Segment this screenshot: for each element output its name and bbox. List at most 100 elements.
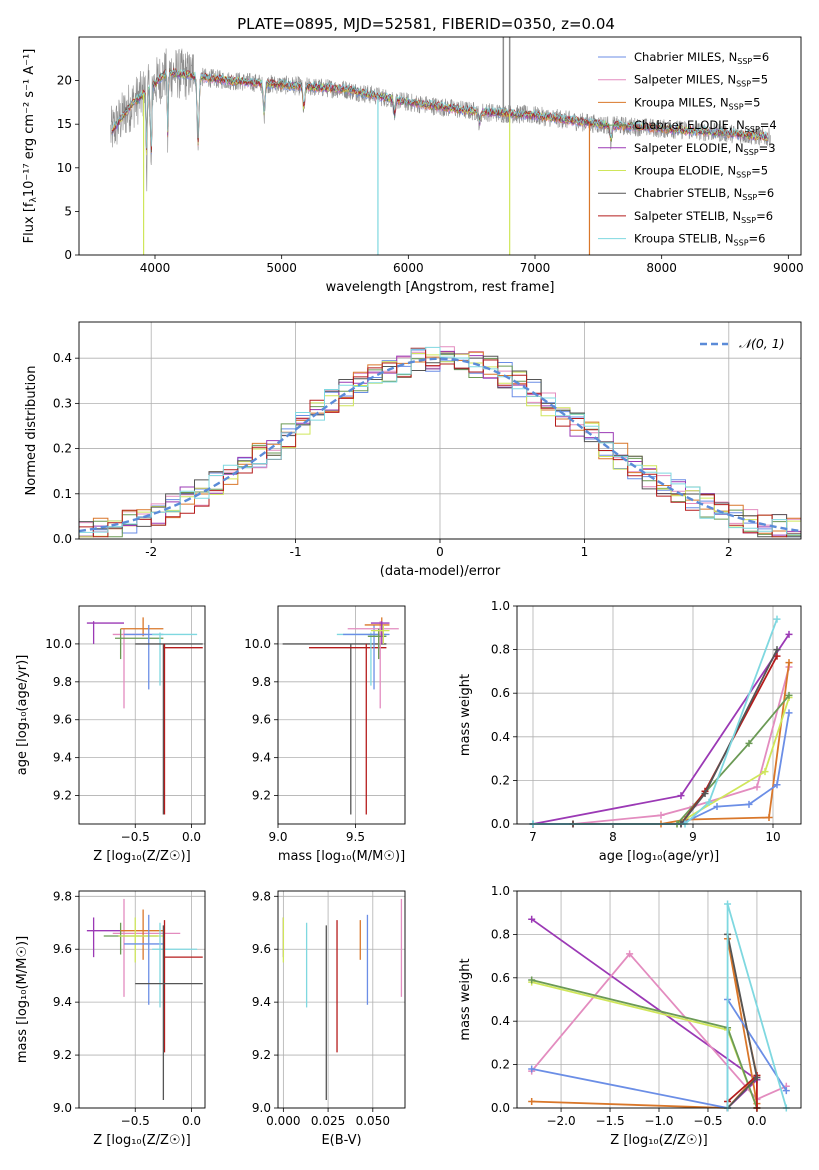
y-tick-label: 5 [64, 204, 72, 218]
y-tick-label: 9.0 [252, 1101, 271, 1115]
hist-frame [78, 321, 802, 540]
series-marker [724, 900, 732, 908]
series-marker [745, 739, 753, 747]
spectrum-ylabel: Flux [fλ10⁻¹⁷ erg cm⁻² s⁻¹ A⁻¹] [22, 49, 39, 244]
series-marker [713, 803, 721, 811]
massweight_vs_Z-ylabel: mass weight [458, 958, 473, 1040]
series-marker [626, 950, 634, 958]
hist-ylabel: Normed distribution [24, 366, 39, 496]
series-marker [528, 915, 536, 923]
series-marker [765, 813, 773, 821]
series-marker [773, 781, 781, 789]
legend-label: Chabrier STELIB, NSSP=6 [634, 186, 774, 202]
x-tick-label: 10 [765, 830, 780, 844]
y-tick-label: 0.0 [491, 1101, 510, 1115]
mass_vs_Z-xlabel: Z [log₁₀(Z/Z☉)] [93, 1133, 190, 1148]
series-marker [773, 646, 781, 654]
age_vs_Z-ylabel: age [log₁₀(age/yr)] [15, 655, 30, 776]
legend-label: Chabrier MILES, NSSP=6 [634, 50, 769, 66]
series-marker [745, 800, 753, 808]
x-tick-label: 8 [609, 830, 617, 844]
y-tick-label: 9.8 [252, 889, 271, 903]
series-marker [785, 630, 793, 638]
age_vs_Z-xlabel: Z [log₁₀(Z/Z☉)] [93, 849, 190, 864]
y-tick-label: 20 [57, 74, 72, 88]
age_vs_mass-frame [277, 605, 406, 825]
series-marker [761, 768, 769, 776]
mass_vs_ebv-points [282, 898, 403, 1101]
spectrum-xlabel: wavelength [Angstrom, rest frame] [326, 280, 555, 295]
spectrum-legend: Chabrier MILES, NSSP=6 Salpeter MILES, NS… [598, 50, 777, 248]
x-tick-label: 0.000 [266, 1114, 300, 1128]
y-tick-label: 9.8 [53, 889, 72, 903]
y-tick-label: 9.4 [53, 751, 72, 765]
x-tick-label: −1.0 [644, 1114, 673, 1128]
massweight_vs_Z-xlabel: Z [log₁₀(Z/Z☉)] [610, 1133, 707, 1148]
y-tick-label: 0.1 [53, 487, 72, 501]
x-tick-label: 0 [436, 545, 444, 559]
legend-label: Salpeter MILES, NSSP=5 [634, 73, 768, 89]
y-tick-label: 9.4 [252, 995, 271, 1009]
x-tick-label: −1.5 [595, 1114, 624, 1128]
mass_vs_ebv-xlabel: E(B-V) [321, 1133, 361, 1148]
y-tick-label: 1.0 [491, 599, 510, 613]
y-tick-label: 0.4 [491, 730, 510, 744]
x-tick-label: 0.050 [356, 1114, 390, 1128]
y-tick-label: 10 [57, 161, 72, 175]
series-marker [701, 789, 709, 797]
y-tick-label: 0.4 [491, 1014, 510, 1028]
x-tick-label: 9.0 [268, 830, 287, 844]
hist-step-salpeter-stelib [79, 347, 801, 538]
age_vs_mass-points [282, 617, 399, 815]
y-tick-label: 0.0 [491, 817, 510, 831]
x-tick-label: 6000 [393, 261, 424, 275]
massweight_vs_Z-series [528, 900, 790, 1112]
series-marker [773, 615, 781, 623]
figure-title: PLATE=0895, MJD=52581, FIBERID=0350, z=0… [237, 15, 615, 33]
x-tick-label: 7000 [520, 261, 551, 275]
legend-label: Salpeter ELODIE, NSSP=3 [634, 141, 776, 157]
y-tick-label: 9.8 [53, 675, 72, 689]
massweight_vs_age-xlabel: age [log₁₀(age/yr)] [599, 849, 720, 864]
hist-step-chabrier-miles [79, 349, 801, 538]
y-tick-label: 0.2 [491, 773, 510, 787]
legend-label: 𝒩(0, 1) [739, 336, 785, 351]
mass_vs_Z-ylabel: mass [log₁₀(M/M☉)] [15, 936, 30, 1063]
series-marker [753, 783, 761, 791]
y-tick-label: 0.2 [53, 442, 72, 456]
y-tick-label: 10.0 [244, 637, 271, 651]
x-tick-label: −0.5 [121, 830, 150, 844]
x-tick-label: −0.5 [693, 1114, 722, 1128]
y-tick-label: 9.4 [53, 995, 72, 1009]
y-tick-label: 0.3 [53, 396, 72, 410]
hist-step-chabrier-stelib [79, 352, 801, 538]
age_vs_Z-frame [78, 605, 206, 825]
y-tick-label: 9.4 [252, 751, 271, 765]
series-marker [528, 1097, 536, 1105]
x-tick-label: 0.0 [182, 1114, 201, 1128]
x-tick-label: 0.0 [747, 1114, 766, 1128]
x-tick-label: −0.5 [121, 1114, 150, 1128]
x-tick-label: 9 [689, 830, 697, 844]
y-tick-label: 0.2 [491, 1058, 510, 1072]
massweight_vs_age-frame [516, 605, 802, 825]
normal-curve [79, 357, 801, 533]
series-marker [753, 1074, 761, 1082]
mass_vs_ebv-axes: 0.000 0.025 0.050 9.0 9.2 9.4 9.6 9.8 [252, 889, 405, 1128]
y-tick-label: 0.6 [491, 971, 510, 985]
massweight_vs_age-ylabel: mass weight [458, 674, 473, 756]
y-tick-label: 0 [64, 248, 72, 262]
mass_vs_Z-frame [78, 890, 206, 1109]
x-tick-label: 4000 [140, 261, 171, 275]
series-marker [785, 659, 793, 667]
y-tick-label: 9.6 [252, 942, 271, 956]
age_vs_mass-xlabel: mass [log₁₀(M/M☉)] [278, 849, 405, 864]
series-marker [528, 976, 536, 984]
y-tick-label: 9.0 [53, 1101, 72, 1115]
x-tick-label: 9000 [773, 261, 804, 275]
y-tick-label: 9.6 [53, 713, 72, 727]
x-tick-label: 1 [581, 545, 589, 559]
x-tick-label: 5000 [266, 261, 297, 275]
legend-label: Kroupa STELIB, NSSP=6 [634, 232, 765, 248]
mass_vs_ebv-frame [277, 890, 406, 1109]
